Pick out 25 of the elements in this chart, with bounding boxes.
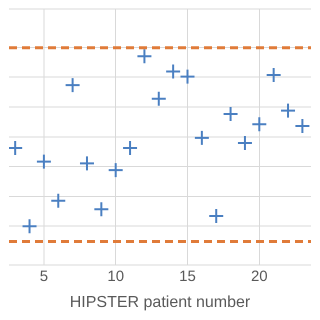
point <box>208 208 224 224</box>
point <box>222 106 239 122</box>
point <box>22 218 38 234</box>
x-tick-label: 5 <box>40 268 48 285</box>
point <box>50 192 66 209</box>
point <box>294 118 310 134</box>
point <box>122 140 138 156</box>
point <box>266 66 282 83</box>
x-axis-title: HIPSTER patient number <box>70 294 251 311</box>
point <box>36 154 52 170</box>
point <box>280 102 296 119</box>
point <box>64 77 81 94</box>
point <box>165 64 182 80</box>
point <box>251 116 268 132</box>
x-tick-label: 10 <box>107 268 124 285</box>
point <box>236 134 253 151</box>
point <box>194 130 210 146</box>
x-tick-label: 15 <box>179 268 196 285</box>
point <box>108 162 124 178</box>
point <box>136 48 152 64</box>
point <box>93 201 110 218</box>
point <box>180 68 196 85</box>
x-tick-label: 20 <box>250 268 268 285</box>
point <box>150 90 167 107</box>
point <box>78 155 95 172</box>
